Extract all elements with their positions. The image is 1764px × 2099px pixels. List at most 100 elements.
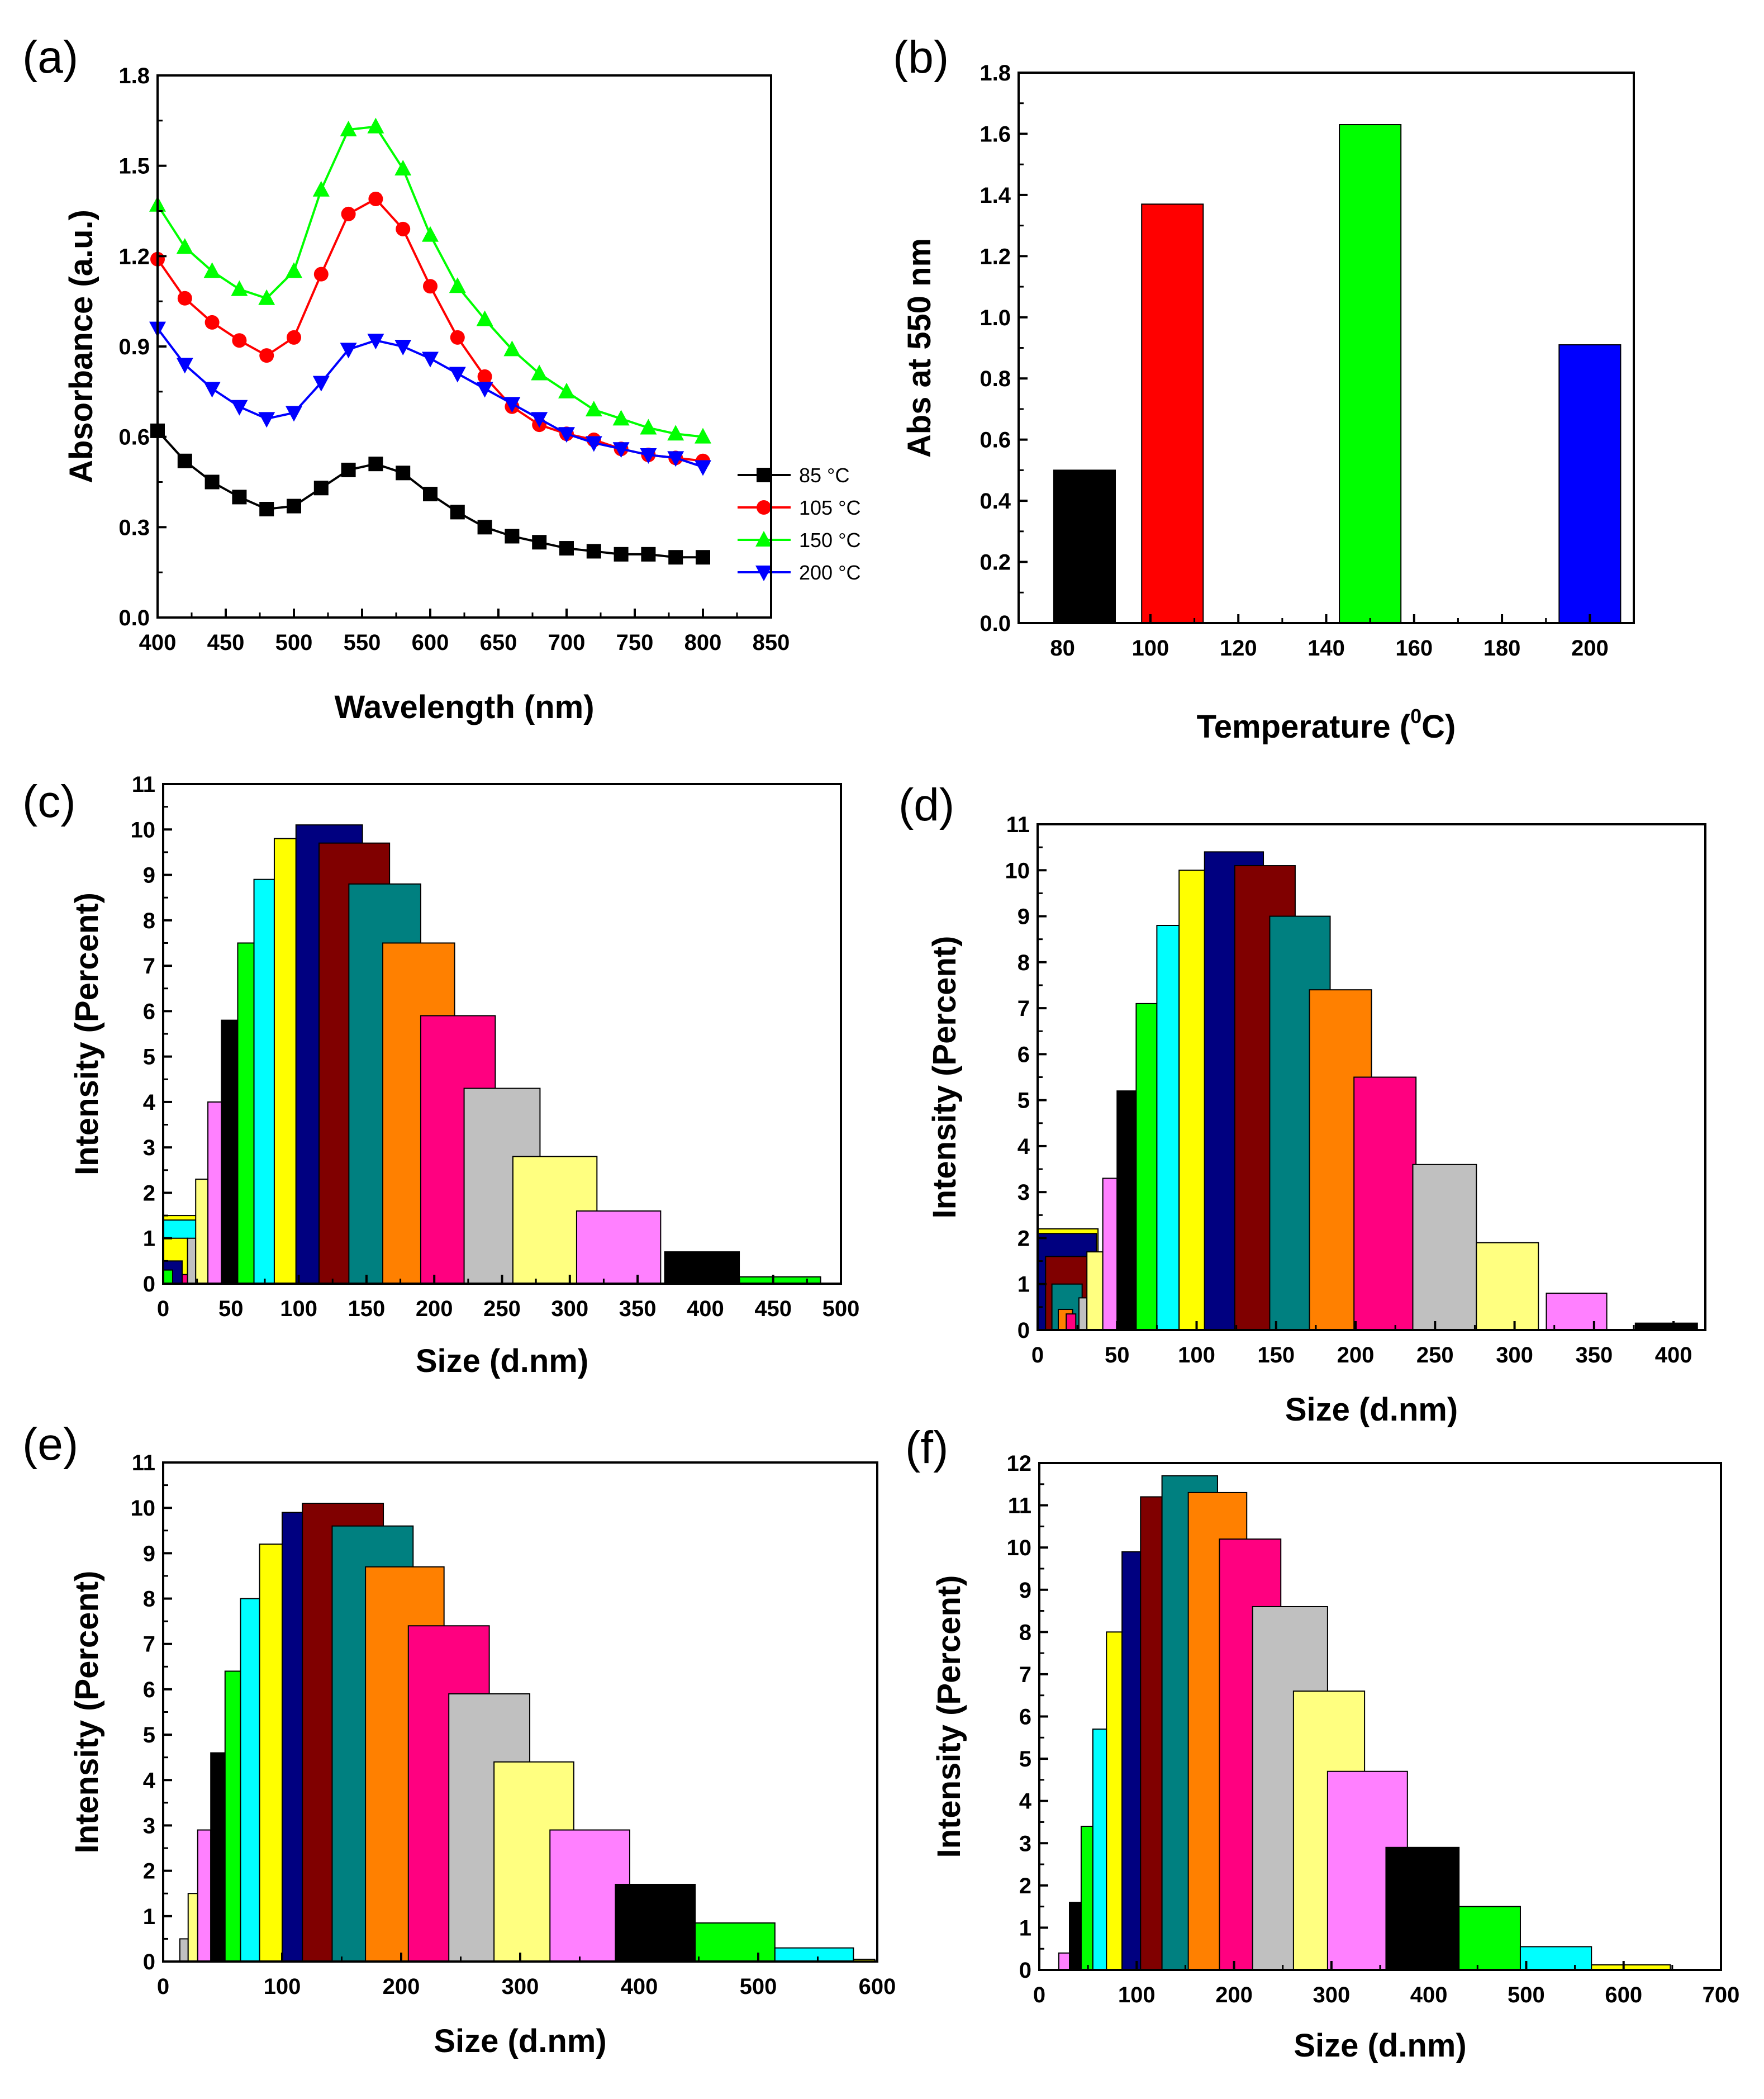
y-tick-label: 11 — [1008, 1494, 1031, 1518]
x-tick-label: 400 — [621, 1974, 658, 1999]
x-tick-label: 500 — [822, 1297, 860, 1321]
x-tick-label: 150 — [1257, 1343, 1295, 1367]
data-point — [422, 352, 439, 368]
panel-label: (a) — [22, 32, 78, 83]
data-point — [476, 310, 493, 326]
x-tick-label: 0 — [157, 1297, 169, 1321]
y-tick-label: 0.0 — [118, 606, 150, 630]
histogram-bar — [1092, 1728, 1107, 1971]
x-tick-label: 550 — [344, 630, 381, 655]
x-axis-title: Size (d.nm) — [1285, 1392, 1458, 1428]
data-point — [205, 315, 220, 330]
histogram-bar — [187, 1237, 197, 1285]
y-tick-label: 6 — [1019, 1705, 1031, 1730]
histogram-bar — [237, 942, 255, 1285]
data-point — [612, 442, 630, 458]
y-tick-label: 6 — [1017, 1042, 1030, 1067]
data-point — [477, 369, 492, 384]
y-tick-label: 1.8 — [980, 61, 1011, 86]
data-point — [531, 364, 548, 381]
x-axis-title-suffix: C) — [1421, 709, 1456, 745]
histogram-bar — [1178, 870, 1205, 1331]
panel-label: (c) — [22, 776, 76, 827]
plot-area — [149, 117, 711, 565]
data-point — [450, 330, 465, 345]
y-tick-label: 8 — [1017, 951, 1030, 975]
y-tick-label: 2 — [1017, 1226, 1030, 1251]
data-point — [286, 406, 302, 422]
x-axis-title: Size (d.nm) — [416, 1343, 588, 1379]
data-point — [612, 410, 630, 426]
histogram-bar — [774, 1947, 854, 1963]
data-point — [449, 367, 466, 383]
x-tick-label: 100 — [1132, 636, 1169, 661]
data-point — [667, 425, 684, 441]
y-tick-label: 0 — [1019, 1958, 1031, 1983]
y-axis-title: Intensity (Percent) — [69, 892, 105, 1175]
y-tick-label: 2 — [143, 1181, 155, 1205]
y-tick-label: 1 — [143, 1905, 155, 1929]
x-tick-label: 120 — [1220, 636, 1257, 661]
histogram-bar — [1069, 1902, 1082, 1970]
data-point — [368, 457, 383, 472]
y-tick-label: 3 — [1017, 1180, 1030, 1205]
y-tick-label: 4 — [1019, 1789, 1032, 1814]
chart-panel-c: 0 1 2 3 4 5 6 7 8 9 10 11 0 50 100 150 200 250 300 350 400 45… — [22, 772, 859, 1379]
data-point — [231, 280, 248, 296]
data-point — [585, 401, 602, 417]
x-tick-label: 600 — [859, 1974, 896, 1999]
y-tick-label: 1.4 — [980, 183, 1011, 208]
y-tick-label: 1 — [143, 1227, 155, 1251]
data-point — [614, 547, 629, 562]
y-tick-label: 1 — [1019, 1916, 1031, 1940]
data-point — [258, 289, 275, 305]
data-point — [696, 550, 710, 565]
data-point — [423, 487, 438, 502]
data-point — [287, 498, 301, 514]
data-point — [757, 500, 771, 515]
y-tick-label: 1.8 — [118, 64, 150, 88]
data-point — [312, 376, 330, 392]
histogram-bar — [1080, 1826, 1093, 1970]
histogram-bar — [207, 1101, 222, 1284]
histogram-bar — [1519, 1946, 1592, 1971]
x-tick-label: 80 — [1050, 636, 1075, 661]
x-tick-label: 650 — [480, 630, 517, 655]
y-tick-label: 2 — [1019, 1874, 1031, 1898]
data-point — [313, 481, 329, 496]
y-axis-title: Intensity (Percent) — [69, 1571, 105, 1854]
data-point — [340, 121, 357, 136]
data-point — [312, 181, 330, 197]
y-tick-label: 4 — [143, 1090, 156, 1115]
data-point — [559, 541, 574, 556]
x-tick-label: 800 — [684, 630, 722, 655]
x-tick-label: 350 — [619, 1297, 657, 1321]
histogram-bar — [224, 1670, 241, 1962]
y-tick-label: 0.0 — [980, 611, 1011, 636]
x-tick-label: 400 — [687, 1297, 724, 1321]
x-tick-label: 180 — [1484, 636, 1521, 661]
chart-panel-b: 0.0 0.2 0.4 0.6 0.8 1.0 1.2 1.4 1.6 1.8 80 100 120 14… — [893, 32, 1635, 745]
data-point — [367, 117, 384, 134]
data-point — [396, 221, 411, 236]
data-point — [286, 262, 302, 278]
y-tick-label: 0.3 — [118, 515, 150, 540]
histogram-bar — [1106, 1631, 1123, 1970]
y-tick-label: 8 — [1019, 1620, 1031, 1645]
y-axis-title: Intensity (Percent) — [926, 936, 963, 1219]
x-tick-label: 300 — [1496, 1343, 1533, 1367]
y-tick-label: 0.2 — [980, 550, 1011, 575]
histogram-bar — [163, 1269, 173, 1284]
x-tick-label: 500 — [740, 1974, 777, 1999]
x-tick-label: 400 — [139, 630, 177, 655]
y-tick-label: 1.2 — [118, 244, 150, 269]
y-axis-title: Intensity (Percent) — [931, 1575, 967, 1858]
x-tick-label: 300 — [502, 1974, 539, 1999]
data-point — [755, 566, 772, 581]
y-tick-label: 7 — [1017, 996, 1030, 1021]
histogram-bar — [221, 1019, 239, 1284]
data-point — [177, 291, 192, 306]
x-tick-label: 150 — [348, 1297, 386, 1321]
data-point — [232, 490, 247, 505]
y-tick-label: 5 — [1017, 1089, 1030, 1113]
